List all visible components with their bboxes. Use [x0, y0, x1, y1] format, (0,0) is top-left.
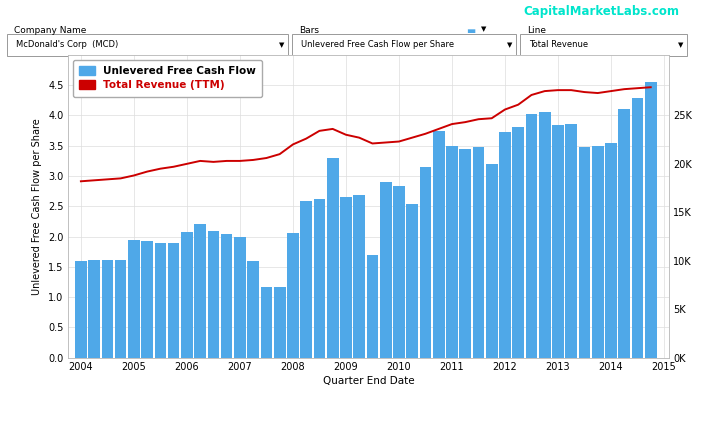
Text: Line: Line: [527, 27, 546, 35]
Text: CapitalMarketLabs.com: CapitalMarketLabs.com: [523, 5, 679, 18]
Bar: [340, 197, 352, 358]
Bar: [486, 164, 498, 358]
Bar: [300, 201, 312, 358]
Text: CML: CML: [230, 5, 253, 18]
Bar: [645, 82, 656, 358]
Bar: [168, 242, 179, 358]
Bar: [525, 114, 538, 358]
Bar: [221, 234, 233, 358]
Bar: [128, 240, 140, 358]
Text: ▬: ▬: [466, 27, 476, 37]
Bar: [287, 233, 299, 358]
Bar: [419, 168, 431, 358]
FancyBboxPatch shape: [7, 34, 288, 56]
Bar: [632, 99, 644, 358]
Text: Bars: Bars: [299, 27, 319, 35]
Bar: [208, 231, 219, 358]
Bar: [247, 261, 259, 358]
Bar: [433, 131, 444, 358]
Bar: [88, 260, 100, 358]
Bar: [327, 158, 338, 358]
Text: ▼: ▼: [678, 42, 684, 48]
Bar: [407, 205, 418, 358]
Bar: [565, 125, 577, 358]
Text: Company Name: Company Name: [14, 27, 87, 35]
Bar: [155, 242, 166, 358]
Text: Capital Market Laboratories: Capital Market Laboratories: [256, 5, 428, 18]
Bar: [115, 260, 127, 358]
FancyBboxPatch shape: [292, 34, 516, 56]
Bar: [446, 146, 458, 358]
Text: ▼: ▼: [481, 27, 486, 32]
Bar: [513, 128, 524, 358]
Bar: [499, 132, 511, 358]
Text: Unlevered Free Cash Flow per Share: Unlevered Free Cash Flow per Share: [301, 40, 454, 49]
Bar: [552, 125, 564, 358]
Text: Total Revenue: Total Revenue: [529, 40, 588, 49]
Bar: [619, 109, 630, 358]
Y-axis label: Unlevered Free Cash Flow per Share: Unlevered Free Cash Flow per Share: [33, 118, 43, 295]
Bar: [473, 147, 484, 358]
Bar: [393, 186, 404, 358]
Bar: [181, 232, 193, 358]
Bar: [234, 237, 246, 358]
Bar: [579, 147, 590, 358]
Bar: [353, 195, 365, 358]
Bar: [194, 224, 206, 358]
Bar: [459, 149, 471, 358]
Bar: [261, 287, 272, 358]
Bar: [539, 112, 550, 358]
FancyBboxPatch shape: [520, 34, 687, 56]
Bar: [380, 182, 392, 358]
Bar: [592, 146, 604, 358]
Bar: [367, 255, 378, 358]
Text: ▼: ▼: [279, 42, 285, 48]
X-axis label: Quarter End Date: Quarter End Date: [323, 376, 414, 386]
Bar: [75, 261, 87, 358]
Bar: [605, 143, 617, 358]
Bar: [274, 287, 286, 358]
Bar: [313, 199, 325, 358]
Bar: [141, 241, 153, 358]
Text: ▼: ▼: [507, 42, 513, 48]
Legend: Unlevered Free Cash Flow, Total Revenue (TTM): Unlevered Free Cash Flow, Total Revenue …: [73, 60, 262, 96]
Text: McDonald's Corp  (MCD): McDonald's Corp (MCD): [16, 40, 119, 49]
Bar: [102, 260, 113, 358]
